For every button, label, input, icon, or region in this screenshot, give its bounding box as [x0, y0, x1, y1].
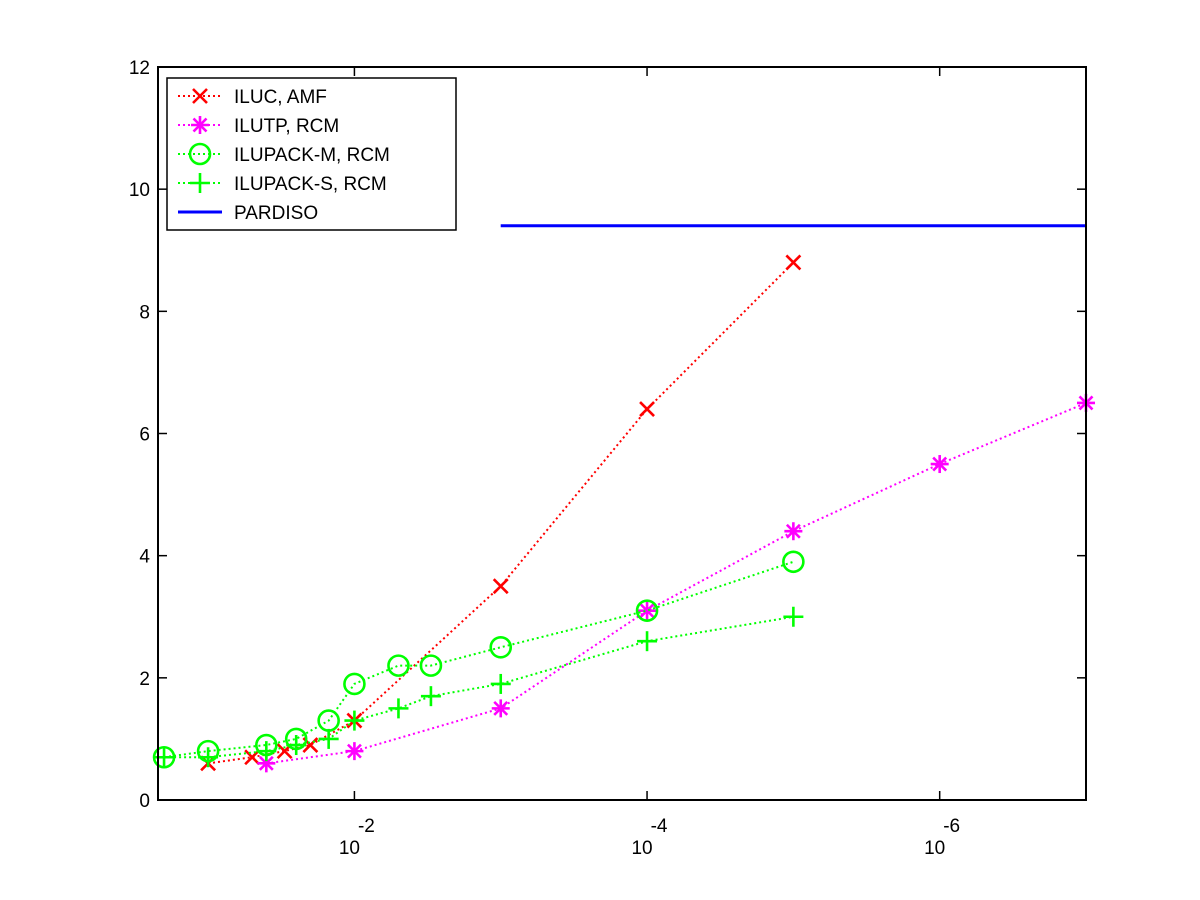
x-tick-label-base: 10: [339, 838, 360, 859]
legend-marker: [192, 88, 208, 104]
legend-label: PARDISO: [234, 203, 318, 224]
series-ilupack-s-rcm: [154, 606, 804, 768]
data-point-ilupack-s-rcm: [286, 735, 307, 756]
data-point-ilupack-m-rcm: [343, 672, 366, 696]
data-point-ilupack-s-rcm: [198, 747, 219, 768]
y-tick-label: 0: [139, 791, 150, 812]
data-point-iluc-amf: [244, 749, 261, 766]
legend-marker: [188, 142, 212, 166]
legend-label: ILUC, AMF: [234, 87, 327, 108]
series-line-ilupack-m-rcm: [163, 560, 794, 759]
x-tick-label-exponent: -2: [358, 816, 375, 837]
legend: ILUC, AMF ILUTP, RCM ILUPACK-M, RCM ILUPACK…: [166, 77, 457, 231]
data-point-ilupack-m-rcm: [489, 635, 513, 659]
legend-entry-iluc-amf: ILUC, AMF: [178, 87, 327, 108]
y-tick-label: 6: [139, 425, 150, 446]
data-point-ilupack-m-rcm: [419, 654, 443, 677]
legend-label: ILUTP, RCM: [234, 116, 339, 137]
legend-marker: [191, 116, 209, 134]
y-tick-label: 2: [139, 669, 150, 690]
legend-box: [166, 77, 457, 231]
data-point-ilupack-m-rcm: [387, 654, 410, 677]
data-point-ilupack-s-rcm: [637, 631, 658, 652]
legend-entry-ilupack-m-rcm: ILUPACK-M, RCM: [178, 142, 390, 166]
data-point-ilutp-rcm: [638, 601, 657, 620]
legend-entry-ilutp-rcm: ILUTP, RCM: [178, 116, 339, 137]
data-point-ilutp-rcm: [491, 699, 510, 718]
legend-label: ILUPACK-M, RCM: [234, 145, 390, 166]
data-point-ilupack-m-rcm: [782, 550, 805, 574]
x-tick-label-exponent: -4: [651, 816, 668, 837]
data-point-ilutp-rcm: [784, 522, 803, 541]
data-point-ilupack-s-rcm: [783, 606, 804, 627]
data-point-ilupack-m-rcm: [635, 599, 659, 622]
y-tick-label: 10: [129, 180, 150, 201]
data-point-ilupack-s-rcm: [318, 728, 339, 749]
data-point-ilupack-s-rcm: [256, 741, 277, 762]
legend-label: ILUPACK-S, RCM: [234, 174, 387, 195]
legend-marker: [190, 173, 210, 193]
data-point-ilutp-rcm: [345, 742, 364, 761]
legend-entry-ilupack-s-rcm: ILUPACK-S, RCM: [178, 173, 387, 195]
x-tick-label-base: 10: [631, 838, 652, 859]
data-point-ilutp-rcm: [930, 455, 949, 474]
y-tick-label: 12: [129, 58, 150, 79]
data-point-ilupack-s-rcm: [420, 686, 441, 707]
legend-entry-pardiso: PARDISO: [178, 203, 318, 224]
x-tick-label-base: 10: [924, 838, 945, 859]
series-layer: [152, 224, 1095, 773]
data-point-iluc-amf: [492, 578, 509, 595]
data-point-iluc-amf: [639, 401, 655, 417]
data-point-ilupack-s-rcm: [490, 673, 511, 694]
y-tick-label: 4: [139, 547, 150, 568]
data-point-ilupack-s-rcm: [344, 710, 365, 731]
data-point-iluc-amf: [785, 254, 802, 271]
x-tick-label-exponent: -6: [943, 816, 960, 837]
data-point-ilupack-s-rcm: [388, 698, 409, 719]
y-tick-label: 8: [139, 302, 150, 323]
